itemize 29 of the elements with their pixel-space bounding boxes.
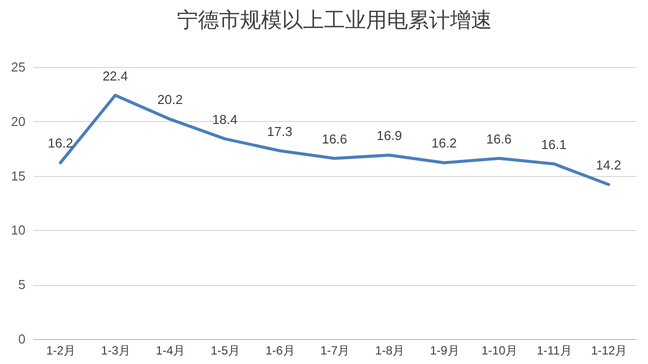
x-tick-label: 1-2月 [46,344,76,358]
y-tick-label: 25 [11,60,26,74]
data-label: 20.2 [157,92,183,108]
data-label: 16.1 [541,136,566,152]
y-tick-label: 20 [11,114,26,129]
data-label: 14.2 [596,158,622,173]
data-label: 22.4 [102,68,128,84]
data-label: 16.6 [486,131,512,146]
chart-title: 宁德市规模以上工业用电累计增速 [177,8,492,32]
data-label: 17.3 [267,124,292,139]
x-tick-label: 1-8月 [375,344,404,358]
x-tick-label: 1-12月 [591,344,628,358]
x-tick-label: 1-5月 [210,344,240,358]
x-tick-label: 1-6月 [266,344,295,358]
x-tick-label: 1-4月 [156,344,186,358]
x-tick-label: 1-11月 [536,344,572,358]
data-label: 16.2 [48,136,74,151]
data-label: 18.4 [212,112,238,127]
y-tick-label: 15 [11,168,26,184]
y-tick-label: 5 [18,277,26,292]
x-tick-label: 1-7月 [320,344,350,358]
data-label: 16.6 [322,131,348,146]
y-tick-label: 10 [11,222,26,238]
data-label: 16.9 [376,128,402,144]
data-label: 16.2 [431,136,457,151]
x-tick-label: 1-10月 [481,344,518,358]
x-tick-label: 1-9月 [430,344,460,358]
x-tick-label: 1-3月 [101,344,130,358]
y-tick-label: 0 [18,332,26,346]
